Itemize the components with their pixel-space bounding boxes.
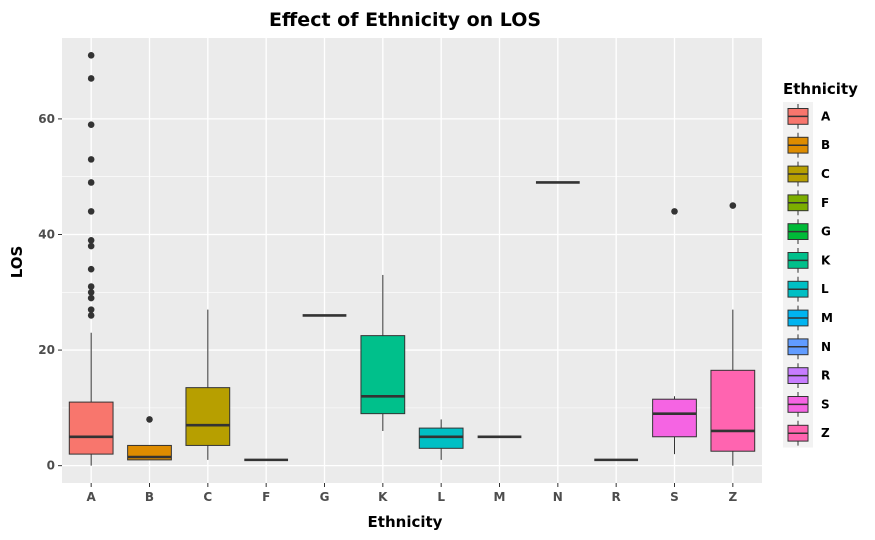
y-tick-label: 20 (38, 343, 55, 357)
x-tick-label: F (262, 490, 270, 504)
legend-label: F (821, 196, 829, 210)
plot-panel (62, 38, 762, 483)
legend-item-N: N (787, 334, 831, 360)
outlier-point (671, 208, 678, 215)
legend-item-C: C (787, 161, 830, 187)
legend-item-R: R (787, 363, 830, 388)
legend-label: B (821, 138, 830, 152)
x-axis-title: Ethnicity (368, 513, 443, 531)
outlier-point (87, 288, 95, 296)
x-tick-label: L (437, 490, 445, 504)
outlier-point (87, 242, 95, 250)
y-tick-label: 60 (38, 112, 55, 126)
box-body (652, 398, 697, 438)
legend-item-A: A (787, 104, 831, 129)
y-axis-ticks: 0 20 40 60 (38, 112, 62, 473)
outlier-point (87, 52, 95, 59)
legend-label: A (821, 109, 831, 123)
outlier-point (87, 156, 95, 163)
legend-label: Z (821, 426, 830, 440)
legend-item-S: S (787, 392, 830, 417)
x-tick-label: K (378, 490, 388, 504)
box-body (185, 387, 231, 446)
x-tick-label: G (320, 490, 330, 504)
x-tick-label: B (145, 490, 154, 504)
outlier-point (87, 179, 95, 186)
box-B (127, 416, 172, 461)
legend-label: G (821, 225, 831, 239)
legend-item-M: M (787, 305, 833, 331)
box-body (418, 427, 464, 449)
legend-label: S (821, 397, 830, 411)
box-body (360, 335, 406, 415)
outlier-point (146, 416, 153, 423)
box-body (68, 401, 114, 455)
x-tick-label: Z (728, 490, 737, 504)
legend-item-G: G (787, 219, 831, 244)
box-L (418, 419, 464, 460)
outlier-point (87, 294, 95, 302)
legend-label: L (821, 282, 829, 296)
boxes (68, 52, 756, 466)
y-tick-label: 0 (47, 459, 55, 473)
box-K (360, 274, 406, 431)
legend-label: K (821, 253, 831, 267)
box-C (185, 309, 231, 460)
legend-label: R (821, 369, 830, 383)
x-tick-label: R (612, 490, 621, 504)
x-tick-label: M (494, 490, 506, 504)
outlier-point (87, 208, 95, 215)
outlier-point (87, 236, 95, 244)
chart-title: Effect of Ethnicity on LOS (269, 9, 541, 31)
outlier-point (87, 75, 95, 82)
outlier-point (87, 312, 95, 319)
legend-key-bg (783, 102, 813, 448)
legend-item-Z: Z (787, 420, 830, 446)
outlier-point (87, 283, 95, 290)
x-tick-label: N (553, 490, 563, 504)
legend-label: C (821, 167, 830, 181)
x-tick-label: C (203, 490, 212, 504)
outlier-point (87, 265, 95, 273)
outlier-point (87, 121, 95, 128)
box-S (652, 208, 697, 455)
legend-item-L: L (787, 276, 829, 302)
legend: A B C F GK L M N RS Z (783, 102, 833, 448)
x-tick-label: A (87, 490, 97, 504)
legend-label: M (821, 311, 833, 325)
box-Z (710, 202, 756, 466)
legend-label: N (821, 340, 831, 354)
legend-item-B: B (787, 132, 830, 158)
x-tick-label: S (670, 490, 679, 504)
box-body (710, 369, 756, 452)
legend-item-F: F (787, 190, 829, 216)
outlier-point (729, 202, 737, 209)
legend-item-K: K (787, 248, 831, 273)
y-axis-title: LOS (8, 246, 26, 279)
box-A (68, 52, 114, 466)
outlier-point (87, 306, 95, 313)
legend-title: Ethnicity (783, 80, 858, 98)
y-tick-label: 40 (38, 227, 55, 241)
